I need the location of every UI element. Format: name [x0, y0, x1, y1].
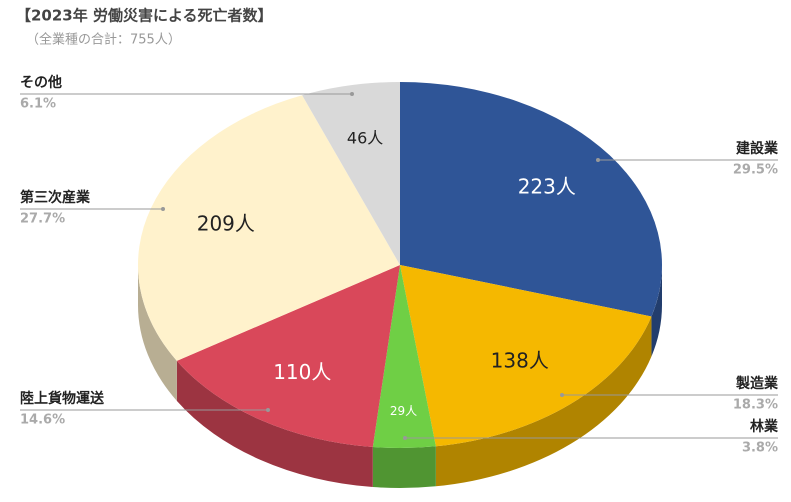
slice: [138, 95, 401, 361]
leader-dot: [161, 207, 165, 211]
slice: [372, 265, 436, 448]
slice: [400, 265, 652, 447]
leader-dot: [350, 92, 354, 96]
value-label: 46人: [347, 129, 383, 148]
slice: [400, 82, 662, 317]
legend-label: 陸上貨物運送: [20, 390, 105, 407]
percent-label: 18.3%: [733, 398, 778, 413]
value-label: 29人: [390, 404, 417, 418]
leader-dot: [596, 158, 600, 162]
slice-side: [435, 316, 652, 487]
legend-label: 製造業: [735, 375, 779, 392]
value-label: 223人: [518, 175, 576, 199]
slice-side: [176, 360, 373, 488]
percent-label: 3.8%: [742, 441, 778, 456]
leader-dot: [403, 436, 407, 440]
value-label: 138人: [491, 349, 549, 373]
slice-side: [138, 265, 177, 401]
leader-dot: [266, 408, 270, 412]
legend-label: 第三次産業: [20, 189, 91, 206]
slice-side: [651, 265, 662, 357]
percent-label: 6.1%: [20, 97, 56, 112]
value-label: 209人: [197, 211, 255, 235]
legend-label: 建設業: [736, 140, 779, 157]
leader-dot: [560, 393, 564, 397]
legend-label: 林業: [750, 418, 779, 435]
legend-label: その他: [20, 74, 62, 91]
slice: [176, 265, 400, 448]
percent-label: 29.5%: [733, 163, 778, 178]
slice: [302, 82, 400, 265]
percent-label: 27.7%: [20, 212, 65, 227]
value-label: 110人: [273, 360, 331, 384]
percent-label: 14.6%: [20, 413, 65, 428]
slice-side: [372, 446, 436, 488]
chart-subtitle: （全業種の合計：755人）: [26, 32, 181, 48]
chart-title: 【2023年 労働災害による死亡者数】: [16, 7, 273, 25]
